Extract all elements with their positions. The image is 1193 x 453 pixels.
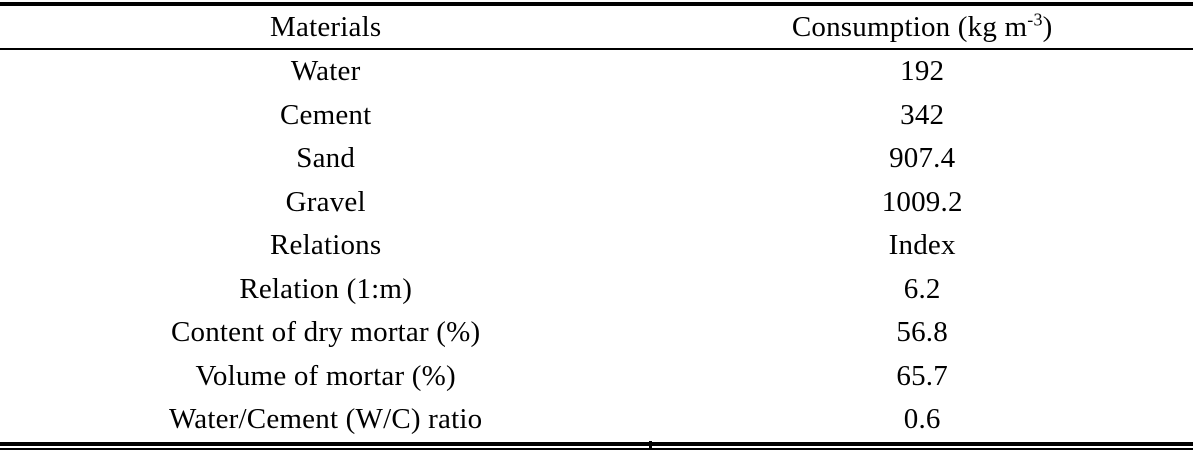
consumption-header-label: Consumption (kg m — [791, 10, 1028, 43]
value-cell: 56.8 — [896, 316, 948, 349]
table-header: Materials Consumption (kg m-3) — [0, 4, 1193, 50]
table-row: Cement 342 — [0, 94, 1193, 138]
column-divider-tick — [649, 440, 652, 450]
material-cell: Relation (1:m) — [239, 272, 413, 305]
material-cell: Relations — [270, 229, 382, 262]
column-header-materials: Materials — [0, 4, 652, 50]
value-cell: 342 — [900, 98, 945, 131]
value-cell: 0.6 — [903, 403, 941, 436]
table-row: Water 192 — [0, 49, 1193, 94]
material-cell: Content of dry mortar (%) — [170, 316, 481, 349]
value-cell: 65.7 — [896, 359, 948, 392]
table-row: Relation (1:m) 6.2 — [0, 268, 1193, 312]
table-row: Gravel 1009.2 — [0, 181, 1193, 225]
value-cell: 6.2 — [903, 272, 941, 305]
material-cell: Gravel — [285, 185, 366, 218]
table-row: Sand 907.4 — [0, 137, 1193, 181]
value-cell: Index — [888, 229, 956, 262]
material-cell: Volume of mortar (%) — [195, 359, 456, 392]
material-cell: Cement — [279, 98, 372, 131]
table-row: Content of dry mortar (%) 56.8 — [0, 311, 1193, 355]
table-row: Volume of mortar (%) 65.7 — [0, 355, 1193, 399]
table-row: Water/Cement (W/C) ratio 0.6 — [0, 398, 1193, 444]
header-row: Materials Consumption (kg m-3) — [0, 4, 1193, 50]
table-row: Relations Index — [0, 224, 1193, 268]
bottom-thin-rule — [0, 447, 1193, 450]
consumption-unit-exponent: -3 — [1027, 8, 1043, 29]
material-cell: Water — [290, 55, 361, 88]
consumption-header-suffix: ) — [1042, 10, 1053, 43]
material-cell: Water/Cement (W/C) ratio — [169, 403, 483, 436]
value-cell: 1009.2 — [881, 185, 963, 218]
column-header-consumption: Consumption (kg m-3) — [651, 4, 1193, 50]
value-cell: 192 — [900, 55, 945, 88]
table-body: Water 192 Cement 342 Sand 907.4 Gravel 1009.2 Re… — [0, 49, 1193, 444]
materials-header-label: Materials — [270, 10, 382, 43]
material-cell: Sand — [296, 142, 356, 175]
value-cell: 907.4 — [889, 142, 956, 175]
